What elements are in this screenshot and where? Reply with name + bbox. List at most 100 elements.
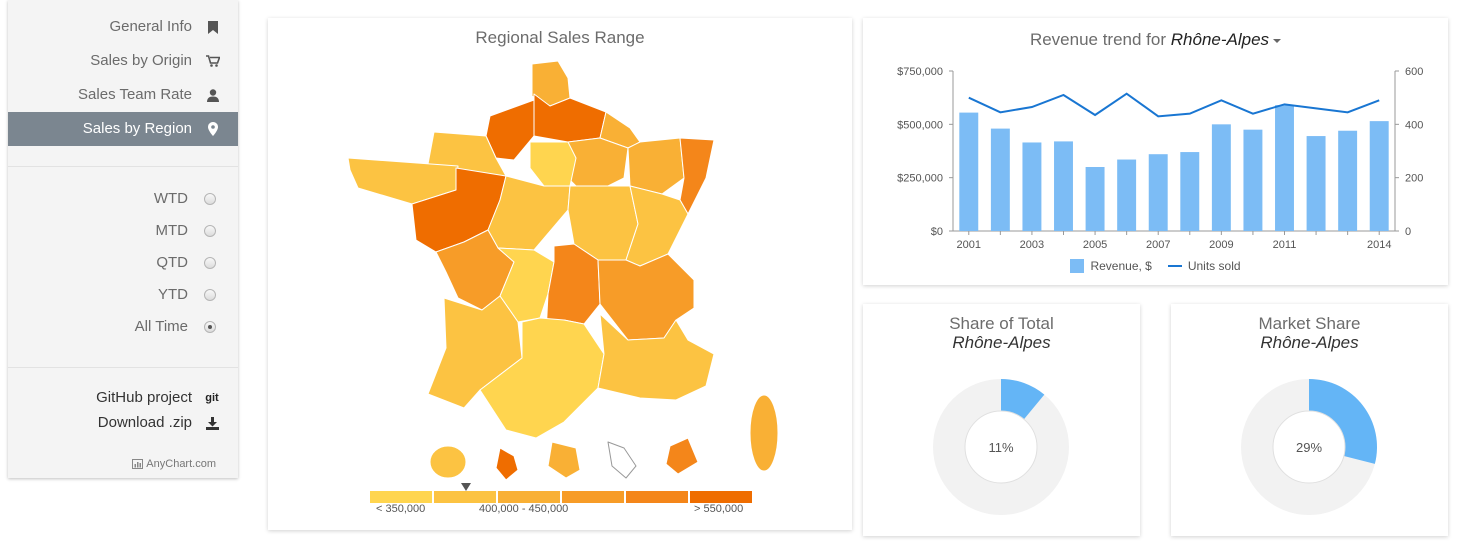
radio-button[interactable] <box>204 257 216 269</box>
legend-marker <box>461 483 471 491</box>
bar <box>1180 152 1200 231</box>
sidebar-item-label: General Info <box>109 18 192 35</box>
divider <box>8 367 238 368</box>
period-label: QTD <box>156 254 188 271</box>
radio-button[interactable] <box>204 225 216 237</box>
region-dropdown[interactable]: Rhône-Alpes <box>1170 30 1282 49</box>
x-tick-label: 2007 <box>1146 239 1170 251</box>
sidebar-item-label: Sales by Origin <box>90 52 192 69</box>
radio-button[interactable] <box>204 321 216 333</box>
y-tick-label: $750,000 <box>897 66 943 78</box>
sidebar-item-label: Sales Team Rate <box>78 86 192 103</box>
period-option-mtd[interactable]: MTD <box>8 221 238 241</box>
x-tick-label: 2011 <box>1273 239 1297 251</box>
panel-title: Revenue trend for Rhône-Alpes <box>863 30 1448 50</box>
bar <box>1275 105 1294 231</box>
chevron-down-icon <box>1273 38 1282 43</box>
bar <box>990 128 1010 231</box>
bar <box>1338 130 1358 231</box>
x-tick-label: 2014 <box>1367 239 1391 251</box>
map-region <box>627 137 685 195</box>
legend-swatch <box>370 491 432 503</box>
y-tick-label: 200 <box>1405 173 1423 185</box>
radio-button[interactable] <box>204 193 216 205</box>
donut-hole <box>964 410 1038 484</box>
anychart-credit[interactable]: AnyChart.com <box>132 458 216 470</box>
period-option-all-time[interactable]: All Time <box>8 317 238 337</box>
download-zip-link[interactable]: Download .zip <box>8 414 238 431</box>
france-regions-map[interactable] <box>268 18 852 530</box>
market-donut-chart: 29% <box>1241 379 1377 515</box>
divider <box>8 166 238 167</box>
panel-title: Market Share <box>1258 314 1361 333</box>
period-label: All Time <box>134 318 188 335</box>
region-dropdown-label: Rhône-Alpes <box>1170 30 1270 49</box>
period-label: WTD <box>153 190 188 207</box>
cart-icon <box>206 44 220 78</box>
bar <box>1306 136 1326 231</box>
map-marker-icon <box>206 112 220 146</box>
x-tick-label: 2003 <box>1020 239 1044 251</box>
map-region <box>607 441 637 479</box>
github-project-link[interactable]: GitHub project git <box>8 389 238 406</box>
x-tick-label: 2001 <box>957 239 981 251</box>
y-tick-label: $0 <box>931 226 943 238</box>
y-tick-label: $500,000 <box>897 119 943 131</box>
donut-center-label: 11% <box>988 440 1013 455</box>
legend-label-mid: 400,000 - 450,000 <box>479 503 569 515</box>
period-label: YTD <box>158 286 188 303</box>
sidebar: General Info Sales by Origin Sales Team … <box>8 0 238 478</box>
chart-logo-icon <box>132 459 144 469</box>
map-region <box>597 313 715 401</box>
legend-item-revenue[interactable]: Revenue, $ <box>1070 259 1152 273</box>
download-icon <box>204 414 220 432</box>
period-option-ytd[interactable]: YTD <box>8 285 238 305</box>
radio-button[interactable] <box>204 289 216 301</box>
sidebar-item-sales-by-region[interactable]: Sales by Region <box>8 112 238 146</box>
title-prefix: Revenue trend for <box>1029 30 1167 49</box>
legend-swatch <box>1070 259 1085 273</box>
bar <box>1022 142 1042 231</box>
user-icon <box>206 78 220 112</box>
period-option-wtd[interactable]: WTD <box>8 189 238 209</box>
map-region <box>679 137 715 215</box>
bar <box>959 112 979 231</box>
donut-slice <box>1001 379 1045 420</box>
map-region <box>547 441 581 479</box>
bar <box>1211 124 1231 231</box>
link-label: Download .zip <box>97 414 192 431</box>
donut-hole <box>1272 410 1346 484</box>
legend-label-low: < 350,000 <box>376 503 426 515</box>
bookmark-icon <box>206 10 220 44</box>
legend-swatch <box>434 491 496 503</box>
color-range-legend <box>370 491 752 503</box>
legend-label-high: > 550,000 <box>694 503 744 515</box>
donut-slice <box>1309 379 1377 464</box>
legend-item-units[interactable]: Units sold <box>1167 259 1241 273</box>
legend-label: Units sold <box>1187 259 1241 273</box>
panel-title: Share of Total <box>949 314 1054 333</box>
donut-center-label: 29% <box>1296 440 1322 455</box>
period-option-qtd[interactable]: QTD <box>8 253 238 273</box>
units-line <box>968 92 1380 118</box>
y-tick-label: 600 <box>1405 66 1423 78</box>
share-donut-chart: 11% <box>933 379 1069 515</box>
map-region <box>597 253 695 341</box>
x-tick-label: 2009 <box>1209 239 1233 251</box>
x-tick-label: 2005 <box>1083 239 1107 251</box>
legend-swatch <box>562 491 624 503</box>
y-tick-label: 400 <box>1405 119 1423 131</box>
panel-subtitle: Rhône-Alpes <box>952 333 1051 352</box>
credit-label: AnyChart.com <box>146 458 216 470</box>
sidebar-item-general-info[interactable]: General Info <box>8 10 238 44</box>
map-region <box>479 317 605 439</box>
legend-swatch <box>1167 265 1182 267</box>
sidebar-item-sales-team-rate[interactable]: Sales Team Rate <box>8 78 238 112</box>
y-tick-label: 0 <box>1405 226 1411 238</box>
bar <box>1369 121 1389 231</box>
period-label: MTD <box>155 222 189 239</box>
bar <box>1117 159 1137 231</box>
git-icon: git <box>205 392 219 404</box>
sidebar-item-sales-by-origin[interactable]: Sales by Origin <box>8 44 238 78</box>
panel-subtitle: Rhône-Alpes <box>1260 333 1359 352</box>
